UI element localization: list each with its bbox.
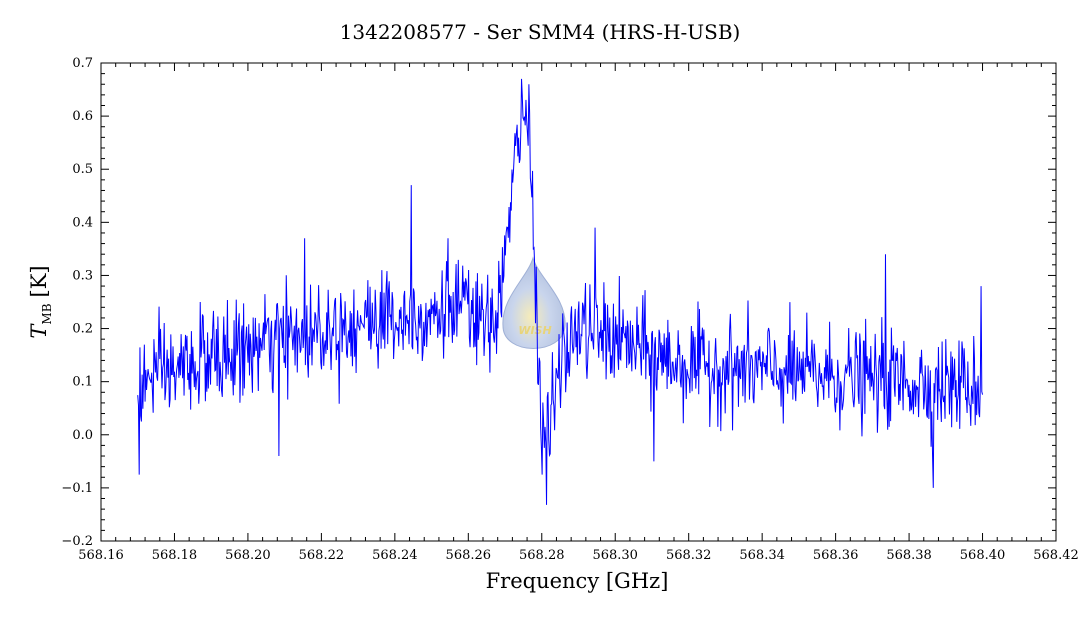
drop-logo-shape (502, 256, 566, 349)
x-tick-label: 568.18 (152, 548, 198, 563)
x-tick-label: 568.16 (78, 548, 124, 563)
y-tick-label: 0.6 (72, 109, 93, 124)
x-tick-label: 568.28 (519, 548, 565, 563)
y-tick-label: −0.1 (61, 481, 93, 496)
x-tick-label: 568.38 (886, 548, 932, 563)
chart-title: 1342208577 - Ser SMM4 (HRS-H-USB) (340, 20, 741, 44)
plot-frame (100, 62, 1057, 542)
y-axis-unit: [K] (27, 265, 51, 297)
wish-watermark-logo: WISH (502, 256, 566, 349)
wish-logo-text: WISH (518, 324, 551, 337)
x-tick-label: 568.30 (592, 548, 638, 563)
x-tick-label: 568.36 (813, 548, 859, 563)
x-tick-labels: 568.16 568.18 568.20 568.22 568.24 568.26 568.… (78, 548, 1079, 563)
y-tick-label: 0.4 (72, 215, 93, 230)
y-tick-label: 0.1 (72, 375, 93, 390)
y-tick-label: −0.2 (61, 534, 93, 549)
series-layer (137, 78, 984, 505)
y-tick-label: 0.2 (72, 322, 93, 337)
y-tick-label: 0.3 (72, 268, 93, 283)
x-tick-label: 568.32 (666, 548, 712, 563)
plot-area: 568.16 568.18 568.20 568.22 568.24 568.26 568.… (61, 56, 1078, 563)
y-tick-label: 0.5 (72, 162, 93, 177)
x-tick-label: 568.24 (372, 548, 418, 563)
spectrum-line (137, 78, 984, 505)
x-axis-title: Frequency [GHz] (486, 569, 669, 593)
axis-ticks (100, 62, 1057, 542)
x-tick-label: 568.40 (960, 548, 1006, 563)
y-axis-subscript: MB (40, 303, 54, 324)
y-axis-symbol: T (27, 323, 51, 339)
x-tick-label: 568.20 (225, 548, 271, 563)
x-tick-label: 568.34 (739, 548, 785, 563)
x-tick-label: 568.22 (299, 548, 345, 563)
y-axis-title: TMB [K] (27, 265, 54, 338)
x-tick-label: 568.26 (446, 548, 492, 563)
x-tick-label: 568.42 (1033, 548, 1079, 563)
svg-text:TMB[K]: TMB [K] (27, 265, 54, 338)
y-tick-label: 0.0 (72, 428, 93, 443)
y-tick-label: 0.7 (72, 56, 93, 71)
y-tick-labels: −0.2 −0.1 0.0 0.1 0.2 0.3 0.4 0.5 0.6 0.7 (61, 56, 93, 549)
